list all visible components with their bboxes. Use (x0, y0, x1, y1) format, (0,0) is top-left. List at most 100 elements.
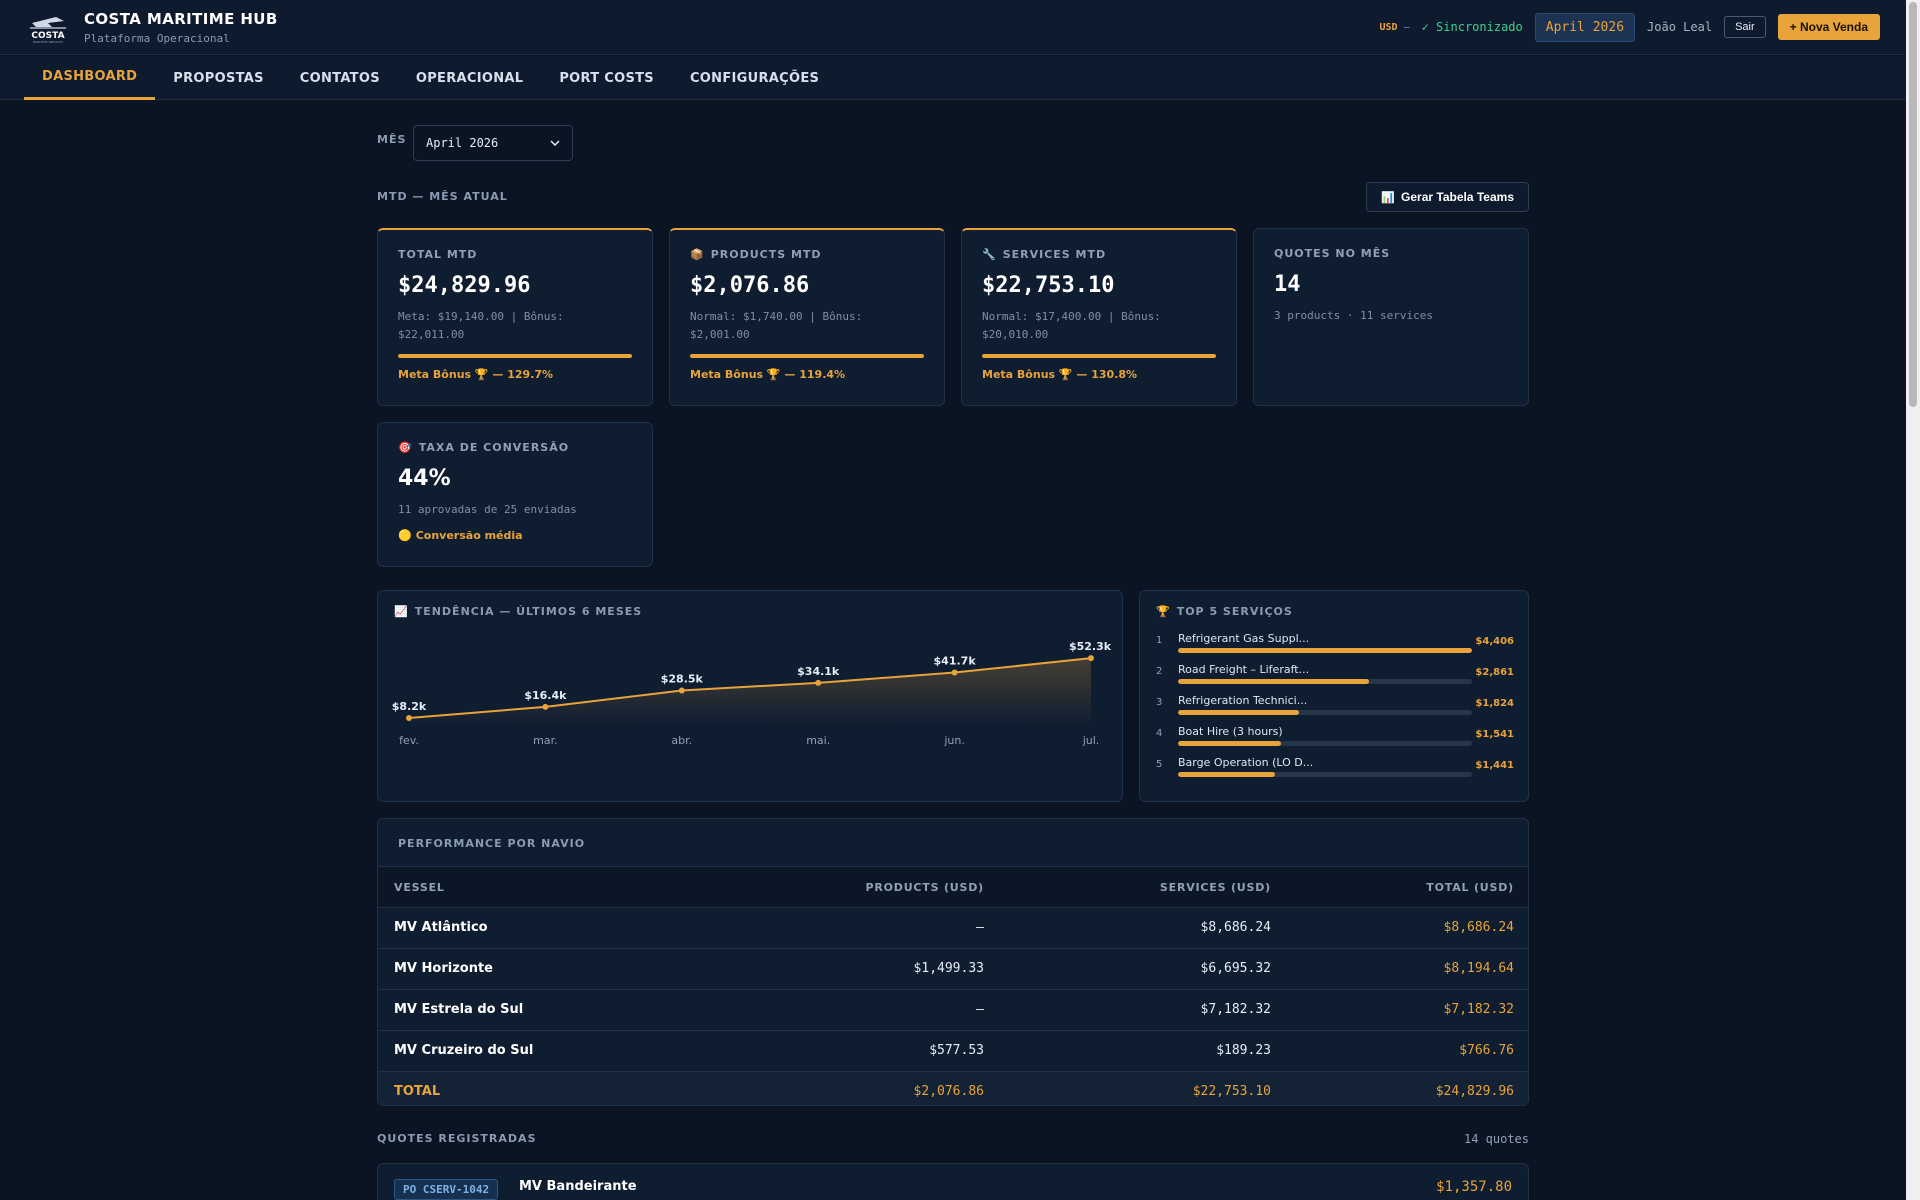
quote-vessel: MV Bandeirante (519, 1179, 637, 1194)
products-mtd-label: PRODUCTS MTD (710, 248, 822, 261)
table-row[interactable]: MV Horizonte $1,499.33 $6,695.32 $8,194.64 (378, 948, 1528, 989)
main-nav: DASHBOARD PROPOSTAS CONTATOS OPERACIONAL… (0, 56, 1906, 100)
trend-point[interactable] (1088, 655, 1094, 662)
teams-button-label: Gerar Tabela Teams (1401, 190, 1514, 204)
month-select-value: April 2026 (426, 136, 499, 150)
table-header: VESSEL PRODUCTS (USD) SERVICES (USD) TOT… (378, 866, 1528, 907)
cell-services: $189.23 (1216, 1043, 1271, 1058)
top5-service-name: Refrigerant Gas Suppl... (1178, 632, 1310, 645)
top5-item: 4 Boat Hire (3 hours) $1,541 (1156, 725, 1514, 749)
table-row[interactable]: MV Cruzeiro do Sul $577.53 $189.23 $766.76 (378, 1030, 1528, 1071)
top5-rank: 3 (1156, 697, 1163, 708)
services-mtd-bonus: $20,010.00 (982, 328, 1049, 341)
po-badge: PO CSERV-1042 (394, 1179, 499, 1200)
table-row[interactable]: MV Estrela do Sul — $7,182.32 $7,182.32 (378, 989, 1528, 1030)
top5-item: 2 Road Freight – Liferaft... $2,861 (1156, 663, 1514, 687)
scrollbar-thumb[interactable] (1909, 2, 1917, 407)
cell-total: $8,194.64 (1443, 961, 1514, 976)
cell-products: — (976, 920, 984, 935)
cell-total: $766.76 (1459, 1043, 1514, 1058)
services-mtd-value: $22,753.10 (982, 273, 1115, 298)
top5-rank: 4 (1156, 728, 1163, 739)
top-header: COSTA MARITIME SERVICES COSTA MARITIME H… (0, 0, 1906, 55)
trend-data-label: $52.3k (1069, 640, 1112, 653)
trend-chart: $8.2k fev. $16.4k mar. $28.5k abr. $34.1k mai. $… (392, 640, 1112, 747)
top5-value: $1,824 (1475, 698, 1514, 709)
total-mtd-label: TOTAL MTD (398, 248, 478, 261)
header-month-pill[interactable]: April 2026 (1534, 12, 1636, 42)
col-services[interactable]: SERVICES (USD) (1159, 881, 1271, 894)
month-select[interactable]: April 2026 (413, 125, 573, 161)
cell-total: $8,686.24 (1443, 920, 1514, 935)
cell-total: $24,829.96 (1435, 1084, 1514, 1099)
brand-subtitle: Plataforma Operacional (84, 32, 230, 45)
top5-value: $2,861 (1475, 667, 1514, 678)
conversion-status: Conversão média (415, 529, 523, 542)
top5-bar (1178, 679, 1472, 684)
cell-products: $2,076.86 (913, 1084, 984, 1099)
tab-propostas[interactable]: PROPOSTAS (173, 70, 264, 86)
conversion-rate-value: 44% (398, 466, 451, 491)
quote-item[interactable]: PO CSERV-1042 MV Bandeirante $1,357.80 (377, 1163, 1529, 1200)
trend-point[interactable] (951, 669, 958, 676)
products-mtd-normal: Normal: $1,740.00 | Bônus: (690, 310, 863, 323)
trend-x-tick: mar. (533, 734, 557, 747)
total-mtd-foot: Meta Bônus 🏆 — 129.7% (398, 368, 554, 381)
top5-bar (1178, 741, 1472, 746)
cell-services: $7,182.32 (1200, 1002, 1271, 1017)
tab-contatos[interactable]: CONTATOS (299, 70, 380, 86)
trend-data-label: $41.7k (934, 655, 977, 668)
top5-bar (1178, 648, 1472, 653)
cell-services: $8,686.24 (1200, 920, 1271, 935)
conversion-rate-card: 🎯 TAXA DE CONVERSÃO 44% 11 aprovadas de … (377, 422, 653, 567)
page-scrollbar[interactable] (1906, 0, 1920, 1200)
products-mtd-card: 📦 PRODUCTS MTD $2,076.86 Normal: $1,740.… (669, 228, 945, 406)
tab-port-costs[interactable]: PORT COSTS (559, 70, 654, 86)
cell-vessel: MV Horizonte (394, 961, 493, 976)
new-sale-button[interactable]: + Nova Venda (1777, 14, 1880, 40)
trend-line (408, 657, 1092, 719)
products-mtd-progress-fill (690, 354, 924, 358)
services-mtd-normal: Normal: $17,400.00 | Bônus: (982, 310, 1161, 323)
mtd-section-title: MTD — MÊS ATUAL (377, 190, 508, 203)
wrench-icon: 🔧 (982, 248, 997, 261)
tab-operacional[interactable]: OPERACIONAL (415, 70, 524, 86)
tab-dashboard[interactable]: DASHBOARD (24, 56, 156, 100)
trend-point[interactable] (542, 703, 549, 710)
table-total-row: TOTAL $2,076.86 $22,753.10 $24,829.96 (378, 1071, 1528, 1105)
trophy-icon: 🏆 (1156, 605, 1171, 618)
cell-vessel: MV Estrela do Sul (394, 1002, 524, 1017)
top5-bar (1178, 710, 1472, 715)
logout-button[interactable]: Sair (1724, 16, 1766, 38)
top5-value: $1,541 (1475, 729, 1514, 740)
top5-bar-fill (1178, 741, 1281, 746)
sync-status: ✓ Sincronizado (1421, 20, 1523, 34)
table-row[interactable]: MV Atlântico — $8,686.24 $8,686.24 (378, 907, 1528, 948)
trend-point[interactable] (406, 715, 412, 721)
trend-point[interactable] (678, 687, 685, 694)
col-vessel[interactable]: VESSEL (394, 881, 445, 894)
total-mtd-card: TOTAL MTD $24,829.96 Meta: $19,140.00 | … (377, 228, 653, 406)
top5-rank: 2 (1156, 666, 1163, 677)
svg-text:COSTA: COSTA (31, 31, 64, 41)
top5-bar-fill (1178, 772, 1276, 777)
quote-value: $1,357.80 (1436, 1179, 1512, 1195)
quotes-section-title: QUOTES REGISTRADAS (377, 1132, 537, 1145)
top5-service-name: Boat Hire (3 hours) (1178, 725, 1283, 738)
trend-point[interactable] (815, 679, 822, 686)
col-products[interactable]: PRODUCTS (USD) (865, 881, 984, 894)
conversion-rate-detail: 11 aprovadas de 25 enviadas (398, 503, 577, 516)
trend-x-tick: mai. (806, 734, 830, 747)
services-mtd-label: SERVICES MTD (1002, 248, 1107, 261)
tab-configuracoes[interactable]: CONFIGURAÇÕES (689, 70, 820, 86)
generate-teams-table-button[interactable]: 📊 Gerar Tabela Teams (1366, 182, 1529, 212)
total-mtd-bonus: $22,011.00 (398, 328, 465, 341)
top5-bar-fill (1178, 710, 1299, 715)
target-icon: 🎯 (398, 441, 413, 454)
col-total[interactable]: TOTAL (USD) (1426, 881, 1514, 894)
brand-title: COSTA MARITIME HUB (84, 10, 278, 28)
top5-service-name: Barge Operation (LO D... (1178, 756, 1314, 769)
currency-code: USD (1379, 21, 1398, 33)
total-mtd-progress (398, 354, 632, 358)
trend-data-label: $28.5k (661, 672, 704, 685)
